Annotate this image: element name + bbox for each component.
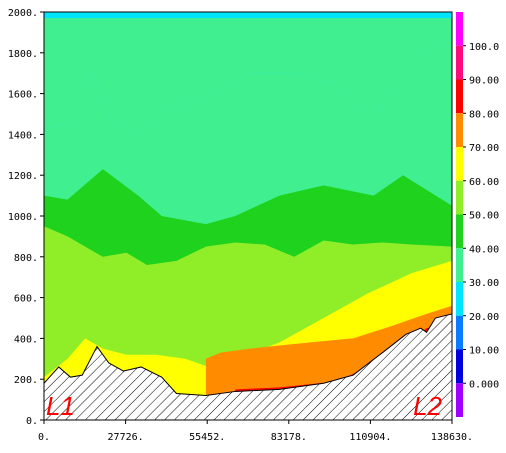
colorbar-label: 50.00: [469, 211, 499, 222]
y-tick-label: 200.: [14, 375, 38, 386]
colorbar-label: 70.00: [469, 143, 499, 154]
colorbar-label: 80.00: [469, 109, 499, 120]
colorbar-segment: [456, 282, 463, 316]
x-tick-label: 138630.: [431, 432, 473, 443]
colorbar-segment: [456, 248, 463, 282]
y-tick-label: 1800.: [8, 49, 38, 60]
x-tick-label: 55452.: [189, 432, 225, 443]
y-tick-label: 400.: [14, 334, 38, 345]
annotation-l2: L2: [413, 391, 442, 421]
colorbar-segment: [456, 79, 463, 114]
y-tick-label: 1000.: [8, 212, 38, 223]
plot-area: [44, 12, 452, 420]
colorbar-segment: [456, 383, 463, 417]
colorbar-segment: [456, 45, 463, 80]
y-tick-label: 1200.: [8, 171, 38, 182]
y-tick-label: 2000.: [8, 8, 38, 19]
colorbar-label: 10.00: [469, 346, 499, 357]
colorbar-segment: [456, 180, 463, 215]
colorbar-label: 0.000: [469, 379, 499, 390]
colorbar-segment: [456, 12, 463, 46]
x-tick-label: 110904.: [349, 432, 391, 443]
colorbar-segment: [456, 113, 463, 147]
colorbar-label: 90.00: [469, 76, 499, 87]
colorbar-label: 100.0: [469, 42, 499, 53]
colorbar-segment: [456, 349, 463, 384]
colorbar-segment: [456, 147, 463, 181]
colorbar-label: 60.00: [469, 177, 499, 188]
y-tick-label: 600.: [14, 294, 38, 305]
colorbar: 100.0 90.00 80.00 70.00 60.00 50.00 40.00 30.00…: [456, 12, 499, 417]
y-tick-label: 1600.: [8, 90, 38, 101]
y-tick-label: 1400.: [8, 130, 38, 141]
annotation-l1: L1: [46, 391, 75, 421]
x-tick-label: 83178.: [271, 432, 307, 443]
y-tick-label: 800.: [14, 253, 38, 264]
x-tick-label: 27726.: [108, 432, 144, 443]
colorbar-label: 40.00: [469, 244, 499, 255]
colorbar-segment: [456, 214, 463, 249]
colorbar-label: 30.00: [469, 278, 499, 289]
x-tick-label: 0.: [38, 432, 50, 443]
y-tick-label: 0.: [26, 416, 38, 427]
y-axis: 0. 200. 400. 600. 800. 1000. 1200. 1400. 1600. 18…: [8, 8, 44, 427]
annotations: L1 L2: [46, 391, 443, 421]
contour-band-30-upper: [44, 18, 452, 143]
terrain-mask: [44, 313, 452, 420]
colorbar-label: 20.00: [469, 312, 499, 323]
x-axis: 0. 27726. 55452. 83178. 110904. 138630.: [38, 420, 473, 443]
colorbar-segment: [456, 315, 463, 350]
